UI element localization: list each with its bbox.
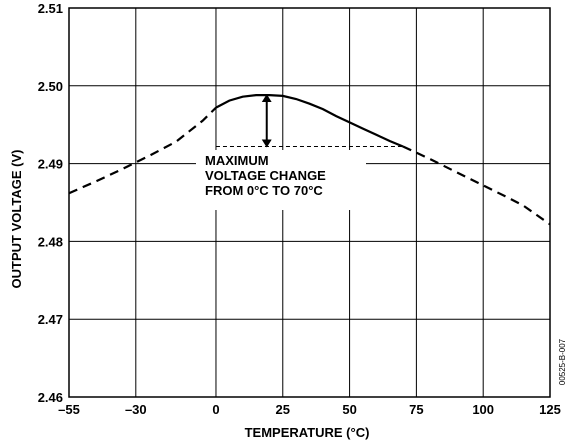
y-tick-label: 2.48 bbox=[38, 234, 63, 249]
plot-frame bbox=[68, 7, 551, 398]
y-tick-label: 2.46 bbox=[38, 390, 63, 405]
series-layer bbox=[68, 94, 551, 226]
x-tick-label: –55 bbox=[58, 402, 80, 417]
annotation-background bbox=[196, 150, 366, 210]
y-tick-label: 2.51 bbox=[38, 1, 63, 16]
annotation-text-line: FROM 0°C TO 70°C bbox=[205, 183, 323, 198]
x-tick-label: –30 bbox=[125, 402, 147, 417]
tick-labels: –55 –30 0 25 50 75 100 125 2.46 2.47 2.48 2.49 2.50 2… bbox=[38, 1, 561, 417]
figure-id: 00525-B-007 bbox=[558, 338, 567, 385]
y-tick-label: 2.49 bbox=[38, 157, 63, 172]
y-axis-label: OUTPUT VOLTAGE (V) bbox=[9, 150, 24, 289]
x-tick-label: 100 bbox=[472, 402, 494, 417]
y-tick-label: 2.50 bbox=[38, 79, 63, 94]
x-tick-label: 75 bbox=[409, 402, 423, 417]
annotation-text-line: MAXIMUM bbox=[205, 153, 269, 168]
series-line-solid bbox=[215, 94, 404, 148]
x-axis-label: TEMPERATURE (°C) bbox=[245, 425, 370, 440]
x-tick-label: 125 bbox=[539, 402, 561, 417]
x-tick-label: 0 bbox=[212, 402, 219, 417]
y-tick-label: 2.47 bbox=[38, 312, 63, 327]
series-line-dashed-low bbox=[68, 106, 217, 195]
series-line-dashed-high bbox=[402, 145, 551, 226]
x-tick-label: 50 bbox=[342, 402, 356, 417]
annotation-text-line: VOLTAGE CHANGE bbox=[205, 168, 326, 183]
x-tick-label: 25 bbox=[276, 402, 290, 417]
